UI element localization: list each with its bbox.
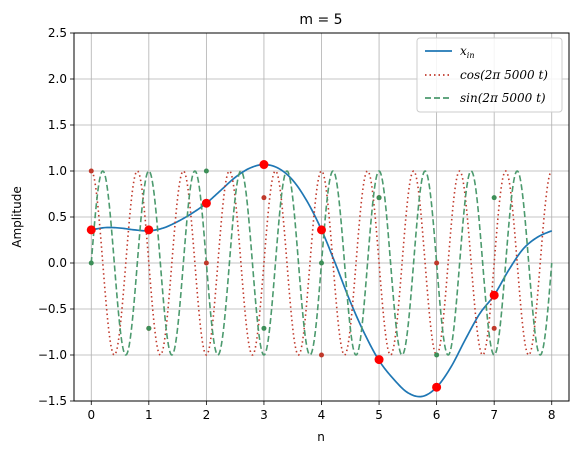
legend-cos-label: cos(2π 5000 t) bbox=[460, 68, 548, 82]
xin-sample-point bbox=[259, 160, 269, 170]
xin-sample-point bbox=[86, 225, 96, 235]
cos-sample-point bbox=[491, 325, 497, 331]
sin-sample-point bbox=[319, 260, 324, 266]
y-tick-label: 0.5 bbox=[48, 210, 67, 224]
xin-sample-point bbox=[317, 225, 326, 235]
y-axis-label: Amplitude bbox=[10, 186, 24, 248]
x-tick-label: 2 bbox=[203, 408, 211, 422]
y-ticks: 2.5 2.0 1.5 1.0 0.5 0.0 −0.5 −1.0 −1.5 bbox=[38, 26, 74, 408]
x-tick-label: 5 bbox=[375, 408, 383, 422]
y-tick-label: −1.0 bbox=[38, 348, 67, 362]
sin-sample-point bbox=[203, 168, 209, 174]
cos-sample-point bbox=[261, 195, 267, 201]
sin-sample-point bbox=[376, 195, 382, 201]
legend-xin-label: xin bbox=[460, 44, 475, 60]
y-tick-label: 1.5 bbox=[48, 118, 67, 132]
y-tick-label: 0.0 bbox=[48, 256, 67, 270]
x-tick-label: 1 bbox=[145, 408, 153, 422]
x-tick-label: 4 bbox=[318, 408, 326, 422]
xin-sample-point bbox=[144, 225, 154, 235]
xin-sample-point bbox=[432, 382, 442, 392]
cos-sample-point bbox=[434, 260, 440, 266]
x-tick-label: 8 bbox=[548, 408, 556, 422]
y-tick-label: 2.0 bbox=[48, 72, 67, 86]
xin-sample-point bbox=[374, 355, 384, 365]
legend: xin cos(2π 5000 t) sin(2π 5000 t) bbox=[416, 37, 563, 113]
xin-sample-point bbox=[201, 198, 211, 208]
cos-sample-point bbox=[203, 260, 209, 266]
y-tick-label: 2.5 bbox=[48, 26, 67, 40]
sin-sample-point bbox=[491, 195, 497, 201]
chart-title: m = 5 bbox=[299, 12, 342, 28]
y-tick-label: −0.5 bbox=[38, 302, 67, 316]
legend-box bbox=[416, 37, 563, 113]
x-tick-label: 6 bbox=[433, 408, 441, 422]
cos-sample-point bbox=[88, 168, 94, 174]
sin-sample-point bbox=[146, 325, 152, 331]
sin-sample-point bbox=[88, 260, 94, 266]
sin-sample-point bbox=[434, 352, 440, 358]
legend-xin-base: x bbox=[460, 44, 467, 58]
y-tick-label: −1.5 bbox=[38, 394, 67, 408]
cos-sample-point bbox=[319, 352, 324, 358]
samples-layer bbox=[86, 160, 499, 392]
legend-xin-sub: in bbox=[467, 51, 475, 60]
x-axis-label: n bbox=[317, 430, 325, 444]
x-tick-label: 7 bbox=[490, 408, 498, 422]
x-tick-label: 0 bbox=[87, 408, 95, 422]
xin-sample-point bbox=[489, 290, 499, 300]
y-tick-label: 1.0 bbox=[48, 164, 67, 178]
sin-sample-point bbox=[261, 325, 267, 331]
series-line bbox=[90, 170, 553, 356]
legend-sin-label: sin(2π 5000 t) bbox=[460, 91, 546, 105]
x-ticks: 0 1 2 3 4 5 6 7 8 bbox=[87, 401, 556, 422]
x-tick-label: 3 bbox=[260, 408, 268, 422]
